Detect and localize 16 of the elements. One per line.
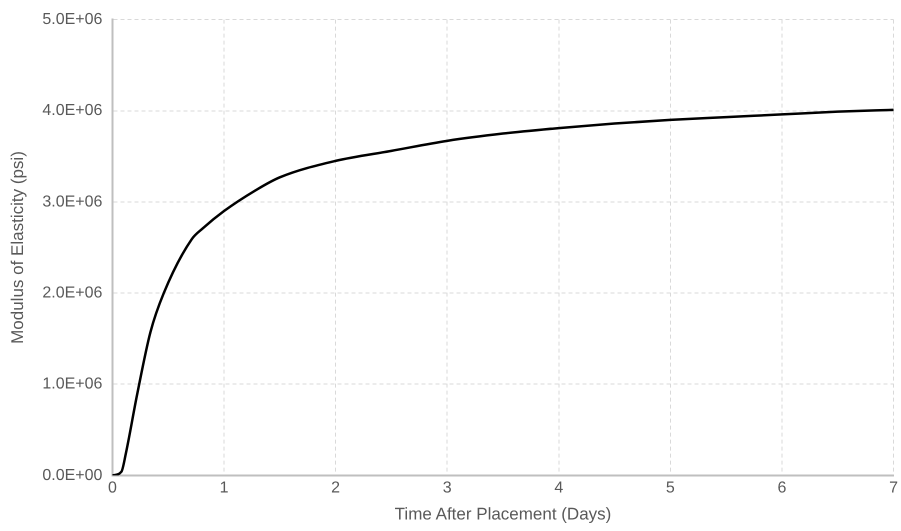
y-tick-label: 5.0E+06 [42,11,103,28]
x-tick-label: 1 [220,479,229,496]
y-axis-title: Modulus of Elasticity (psi) [8,151,27,344]
x-tick-label: 4 [554,479,564,496]
x-tick-label: 6 [778,479,787,496]
x-tick-label: 2 [331,479,340,496]
y-tick-label: 3.0E+06 [42,193,103,210]
y-tick-label: 1.0E+06 [42,376,103,393]
y-tick-label: 0.0E+00 [42,466,103,484]
x-axis-title: Time After Placement (Days) [394,504,612,524]
x-tick-label: 7 [889,479,898,496]
x-tick-label: 5 [666,479,675,496]
x-tick-label: 3 [442,479,452,496]
y-tick-label: 2.0E+06 [42,284,103,302]
x-tick-label: 0 [108,479,117,496]
y-tick-label: 4.0E+06 [42,102,103,120]
